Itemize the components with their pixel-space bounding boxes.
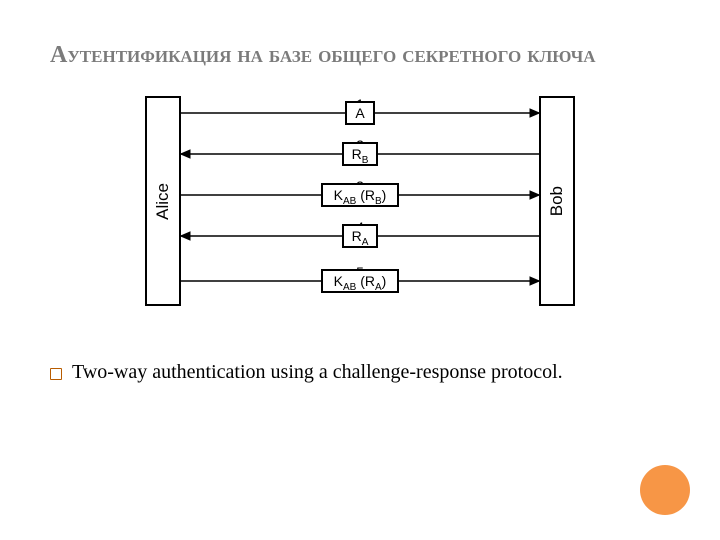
caption-text: Two-way authentication using a challenge…	[72, 361, 563, 384]
message-box: KAB (RA)	[321, 269, 399, 293]
caption-row: Two-way authentication using a challenge…	[50, 361, 670, 384]
message-box: RA	[342, 224, 378, 248]
message-box: A	[345, 101, 375, 125]
bullet-icon	[50, 368, 62, 380]
message-box: RB	[342, 142, 378, 166]
slide-title: Аутентификация на базе общего секретного…	[50, 40, 670, 71]
accent-circle-icon	[640, 465, 690, 515]
message-box: KAB (RB)	[321, 183, 399, 207]
protocol-diagram: Alice Bob 1A2RB3KAB (RB)4RA5KAB (RA)	[145, 91, 575, 316]
